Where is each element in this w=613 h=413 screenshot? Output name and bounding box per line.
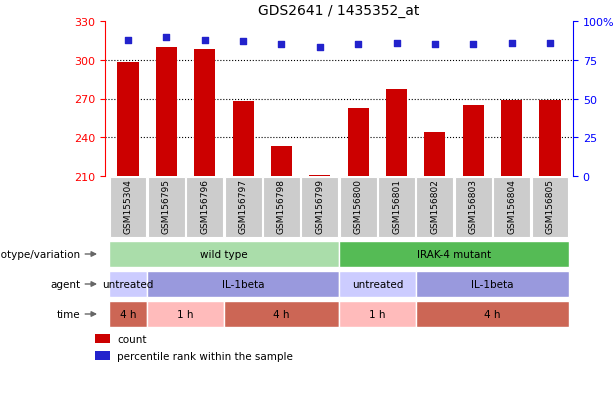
FancyBboxPatch shape bbox=[416, 271, 569, 297]
Text: 1 h: 1 h bbox=[369, 309, 386, 319]
Text: 4 h: 4 h bbox=[273, 309, 290, 319]
FancyBboxPatch shape bbox=[340, 177, 376, 238]
Text: GSM156805: GSM156805 bbox=[546, 178, 555, 233]
FancyBboxPatch shape bbox=[147, 301, 224, 327]
Text: untreated: untreated bbox=[352, 279, 403, 289]
FancyBboxPatch shape bbox=[110, 177, 147, 238]
Text: GSM156802: GSM156802 bbox=[430, 178, 440, 233]
Bar bbox=[348, 108, 369, 177]
Text: GSM156803: GSM156803 bbox=[469, 178, 478, 233]
Text: IL-1beta: IL-1beta bbox=[222, 279, 264, 289]
FancyBboxPatch shape bbox=[302, 177, 338, 238]
FancyBboxPatch shape bbox=[378, 177, 415, 238]
Bar bbox=[95, 351, 110, 360]
Text: GSM155304: GSM155304 bbox=[123, 178, 132, 233]
Text: GSM156801: GSM156801 bbox=[392, 178, 401, 233]
Text: untreated: untreated bbox=[102, 279, 154, 289]
Bar bbox=[95, 334, 110, 343]
FancyBboxPatch shape bbox=[493, 177, 530, 238]
Bar bbox=[386, 90, 407, 177]
Text: GSM156800: GSM156800 bbox=[354, 178, 363, 233]
Text: genotype/variation: genotype/variation bbox=[0, 249, 80, 259]
FancyBboxPatch shape bbox=[186, 177, 223, 238]
FancyBboxPatch shape bbox=[339, 271, 416, 297]
Text: 4 h: 4 h bbox=[120, 309, 136, 319]
Text: 1 h: 1 h bbox=[177, 309, 194, 319]
Text: IRAK-4 mutant: IRAK-4 mutant bbox=[417, 249, 491, 259]
FancyBboxPatch shape bbox=[416, 177, 454, 238]
FancyBboxPatch shape bbox=[531, 177, 568, 238]
Bar bbox=[232, 102, 254, 177]
Point bbox=[353, 42, 363, 48]
Text: agent: agent bbox=[50, 279, 80, 289]
Point bbox=[161, 34, 171, 41]
Text: 4 h: 4 h bbox=[484, 309, 501, 319]
FancyBboxPatch shape bbox=[148, 177, 185, 238]
Bar bbox=[501, 100, 522, 177]
Text: GSM156798: GSM156798 bbox=[277, 178, 286, 233]
FancyBboxPatch shape bbox=[339, 242, 569, 267]
FancyBboxPatch shape bbox=[455, 177, 492, 238]
Text: GSM156795: GSM156795 bbox=[162, 178, 171, 233]
Point bbox=[315, 45, 325, 52]
Text: GSM156796: GSM156796 bbox=[200, 178, 209, 233]
Point bbox=[392, 40, 402, 47]
FancyBboxPatch shape bbox=[109, 271, 147, 297]
Point bbox=[200, 37, 210, 44]
FancyBboxPatch shape bbox=[147, 271, 339, 297]
Text: IL-1beta: IL-1beta bbox=[471, 279, 514, 289]
Point bbox=[123, 37, 133, 44]
Text: wild type: wild type bbox=[200, 249, 248, 259]
Text: percentile rank within the sample: percentile rank within the sample bbox=[117, 351, 293, 361]
Text: GSM156804: GSM156804 bbox=[507, 178, 516, 233]
Point bbox=[545, 40, 555, 47]
Point bbox=[468, 42, 478, 48]
Point bbox=[238, 39, 248, 45]
Bar bbox=[194, 50, 215, 177]
Bar bbox=[310, 175, 330, 177]
FancyBboxPatch shape bbox=[225, 177, 262, 238]
Point bbox=[276, 42, 286, 48]
Title: GDS2641 / 1435352_at: GDS2641 / 1435352_at bbox=[258, 4, 420, 18]
Text: GSM156799: GSM156799 bbox=[315, 178, 324, 233]
FancyBboxPatch shape bbox=[109, 301, 147, 327]
Bar bbox=[463, 106, 484, 177]
Point bbox=[430, 42, 440, 48]
Text: count: count bbox=[117, 334, 147, 344]
Bar bbox=[271, 147, 292, 177]
FancyBboxPatch shape bbox=[339, 301, 416, 327]
FancyBboxPatch shape bbox=[224, 301, 339, 327]
Point bbox=[507, 40, 517, 47]
Bar bbox=[156, 48, 177, 177]
FancyBboxPatch shape bbox=[109, 242, 339, 267]
Bar bbox=[118, 63, 139, 177]
FancyBboxPatch shape bbox=[416, 301, 569, 327]
Bar bbox=[539, 100, 560, 177]
Bar bbox=[424, 133, 446, 177]
Text: time: time bbox=[57, 309, 80, 319]
Text: GSM156797: GSM156797 bbox=[238, 178, 248, 233]
FancyBboxPatch shape bbox=[263, 177, 300, 238]
